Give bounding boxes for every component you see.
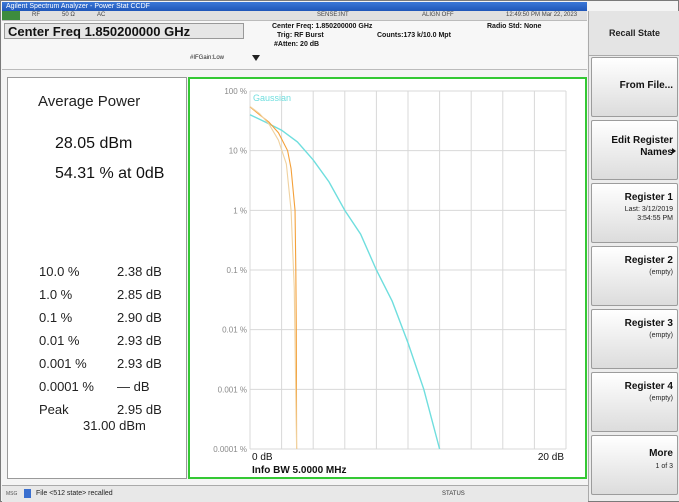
- status-label: STATUS: [442, 491, 465, 497]
- radio-std-info: Radio Std: None: [487, 23, 542, 30]
- from-file-button[interactable]: From File...: [591, 57, 678, 117]
- msg-tag: MSG: [6, 491, 18, 497]
- results-panel: Average Power 28.05 dBm 54.31 % at 0dB 1…: [7, 77, 187, 479]
- edit-register-names-button[interactable]: Edit Register Names: [591, 120, 678, 180]
- x-tick-label: 20 dB: [538, 452, 564, 463]
- trigger-info: Trig: RF Burst: [277, 32, 324, 39]
- settings-strip: RF 50 Ω AC SENSE:INT ALIGN OFF 12:49:50 …: [2, 11, 587, 21]
- average-power-pct: 54.31 % at 0dB: [55, 165, 165, 182]
- register-1-button[interactable]: Register 1 Last: 3/12/2019 3:54:55 PM: [591, 183, 678, 243]
- align-label: ALIGN OFF: [422, 12, 454, 18]
- arrow-down-icon: [252, 55, 260, 61]
- ruler-rf: RF: [32, 12, 40, 18]
- average-power-title: Average Power: [38, 93, 141, 110]
- status-bar: MSG File <512 state> recalled STATUS: [2, 485, 588, 502]
- y-tick-label: 0.1 %: [227, 266, 247, 275]
- ruler-impedance: 50 Ω: [62, 12, 75, 18]
- series-line-trace1: [249, 106, 298, 450]
- status-message: File <512 state> recalled: [36, 490, 113, 497]
- y-tick-label: 0.01 %: [222, 326, 247, 335]
- y-tick-label: 100 %: [224, 87, 247, 96]
- ruler-coupling: AC: [97, 12, 106, 18]
- series-line-trace2: [249, 106, 298, 450]
- center-freq-info: Center Freq: 1.850200000 GHz: [272, 23, 373, 30]
- counts-info: Counts:173 k/10.0 Mpt: [377, 32, 451, 39]
- play-arrow-icon: [672, 148, 676, 154]
- menu-title: Recall State: [589, 11, 679, 56]
- sense-label: SENSE:INT: [317, 12, 349, 18]
- window-title: Agilent Spectrum Analyzer - Power Stat C…: [2, 2, 587, 11]
- y-tick-label: 1 %: [233, 206, 247, 215]
- peak-dbm: 31.00 dBm: [83, 418, 146, 433]
- y-tick-label: 10 %: [229, 147, 247, 156]
- file-icon: [24, 489, 31, 498]
- series-line-gaussian: [249, 114, 441, 450]
- more-button[interactable]: More 1 of 3: [591, 435, 678, 495]
- register-2-button[interactable]: Register 2 (empty): [591, 246, 678, 306]
- softkey-menu: Recall State From File... Edit Register …: [588, 11, 679, 501]
- gaussian-label: Gaussian: [253, 93, 291, 103]
- y-tick-label: 0.001 %: [218, 385, 247, 394]
- atten-info: #Atten: 20 dB: [274, 41, 320, 48]
- ccdf-plot[interactable]: 100 % 10 % 1 % 0.1 % 0.01 % 0.001 % 0.0001 % Ga…: [188, 77, 587, 479]
- ccdf-plot-frame: [188, 77, 587, 479]
- register-4-button[interactable]: Register 4 (empty): [591, 372, 678, 432]
- x-tick-label: 0 dB: [252, 452, 273, 463]
- info-bandwidth: Info BW 5.0000 MHz: [252, 465, 346, 476]
- y-tick-label: 0.0001 %: [213, 445, 247, 454]
- measurement-header: RF 50 Ω AC SENSE:INT ALIGN OFF 12:49:50 …: [2, 11, 587, 70]
- timestamp: 12:49:50 PM Mar 22, 2023: [506, 12, 578, 18]
- register-3-button[interactable]: Register 3 (empty): [591, 309, 678, 369]
- center-freq-field[interactable]: Center Freq 1.850200000 GHz: [4, 23, 244, 39]
- average-power-dbm: 28.05 dBm: [55, 135, 133, 152]
- ifgain-label: #IFGain:Low: [190, 55, 225, 61]
- status-indicator: [2, 11, 20, 20]
